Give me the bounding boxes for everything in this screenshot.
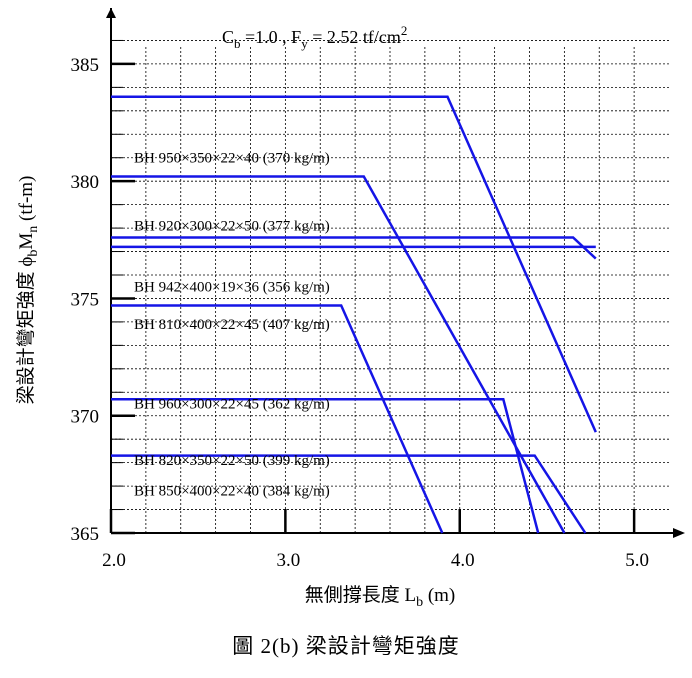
series-label: BH 920×300×22×50 (377 kg/m)	[134, 218, 330, 234]
y-axis-title: 梁設計彎矩強度 ϕbMn (tf-m)	[15, 176, 41, 405]
series-label: BH 850×400×22×40 (384 kg/m)	[134, 483, 330, 499]
x-tick-label: 2.0	[102, 550, 126, 571]
series-label: BH 950×350×22×40 (370 kg/m)	[134, 150, 330, 166]
y-axis-arrow-icon	[106, 8, 116, 18]
series-label: BH 960×300×22×45 (362 kg/m)	[134, 397, 330, 413]
tick-labels: 2.0 3.0 4.0 5.0 365 370 375 380 385	[71, 55, 650, 571]
x-tick-label: 5.0	[625, 550, 649, 571]
y-tick-label: 370	[71, 407, 100, 428]
moment-strength-chart: BH 950×350×22×40 (370 kg/m) BH 920×300×22…	[15, 8, 685, 610]
series-line	[111, 398, 540, 534]
series-label: BH 942×400×19×36 (356 kg/m)	[134, 279, 330, 295]
y-tick-label: 385	[71, 55, 100, 76]
x-axis-title: 無側撐長度 Lb (m)	[305, 584, 456, 610]
series-label: BH 820×350×22×50 (399 kg/m)	[134, 453, 330, 469]
x-tick-label: 4.0	[451, 550, 475, 571]
series-line	[111, 175, 566, 534]
axis-ticks	[109, 39, 636, 535]
series-line	[111, 454, 587, 534]
chart-annotation: Cb =1.0 , Fy = 2.52 tf/cm2	[222, 23, 407, 51]
figure-caption: 圖 2(b) 梁設計彎矩強度	[232, 634, 460, 658]
series-line	[111, 95, 597, 433]
grid-lines	[111, 40, 669, 533]
series-label: BH 810×400×22×45 (407 kg/m)	[134, 317, 330, 333]
series-lines	[111, 95, 597, 534]
series-line	[111, 304, 444, 534]
y-tick-label: 365	[71, 524, 100, 545]
series-labels: BH 950×350×22×40 (370 kg/m) BH 920×300×22…	[134, 150, 330, 499]
x-axis-arrow-icon	[673, 528, 685, 538]
x-tick-label: 3.0	[277, 550, 301, 571]
y-tick-label: 375	[71, 289, 100, 310]
series-line	[111, 236, 597, 260]
y-tick-label: 380	[71, 172, 100, 193]
